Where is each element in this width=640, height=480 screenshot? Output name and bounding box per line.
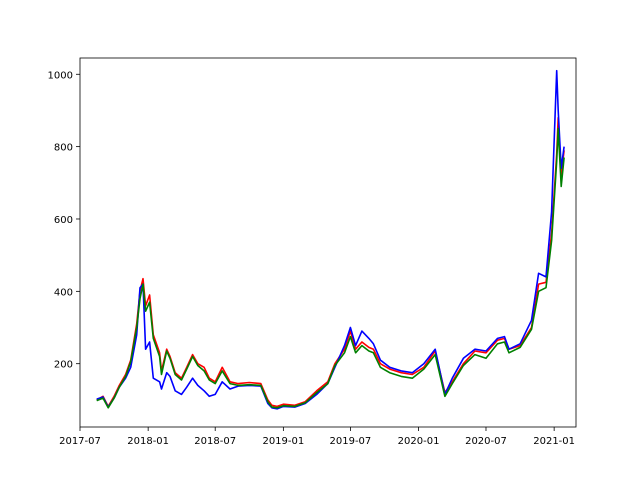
series-line-1 — [96, 116, 565, 408]
x-tick-label: 2020-07 — [465, 436, 507, 447]
series-layer — [96, 69, 565, 410]
x-tick-label: 2018-01 — [127, 436, 169, 447]
x-tick-label: 2021-01 — [533, 436, 575, 447]
plot-frame — [79, 57, 577, 428]
y-tick-label: 400 — [54, 287, 73, 298]
y-tick-label: 800 — [54, 143, 73, 154]
y-tick-label: 1000 — [48, 70, 73, 81]
x-tick-label: 2017-07 — [59, 436, 101, 447]
y-axis: 200 400 600 800 1000 — [48, 70, 80, 371]
x-tick-label: 2020-01 — [398, 436, 440, 447]
y-tick-label: 600 — [54, 215, 73, 226]
x-tick-label: 2019-01 — [262, 436, 304, 447]
y-tick-label: 200 — [54, 360, 73, 371]
x-tick-label: 2018-07 — [194, 436, 236, 447]
series-line-3 — [96, 127, 565, 409]
x-axis: 2017-07 2018-01 2018-07 2019-01 2019-07 2020-… — [59, 427, 575, 447]
x-tick-label: 2019-07 — [330, 436, 372, 447]
